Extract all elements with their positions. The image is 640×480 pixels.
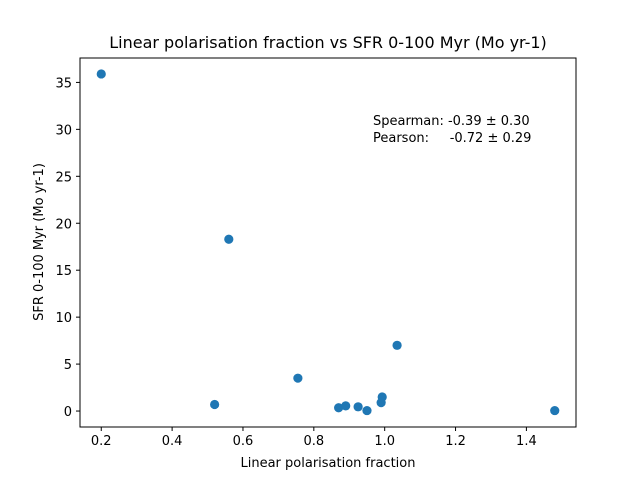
chart-title: Linear polarisation fraction vs SFR 0-10…: [109, 33, 547, 52]
y-tick-label: 20: [55, 217, 72, 232]
x-axis-ticks: 0.2 0.4 0.6 0.8 1.0 1.2 1.4: [91, 427, 537, 449]
scatter-point-3: [293, 373, 303, 383]
y-axis-label: SFR 0-100 Myr (Mo yr-1): [32, 163, 47, 321]
y-tick-label: 0: [64, 405, 72, 420]
plot-frame: [79, 57, 577, 428]
scatter-point-0: [96, 69, 106, 79]
y-axis-ticks: 0 5 10 15 20 25 30 35: [55, 76, 80, 420]
scatter-point-10: [392, 340, 402, 350]
scatter-point-5: [341, 401, 351, 411]
pearson-annotation: Pearson: -0.72 ± 0.29: [373, 131, 531, 146]
y-tick-label: 35: [55, 76, 72, 91]
scatter-point-4: [334, 403, 344, 413]
x-tick-label: 0.4: [162, 434, 183, 449]
x-tick-label: 1.2: [445, 434, 466, 449]
y-tick-label: 5: [64, 358, 72, 373]
scatter-point-2: [210, 399, 220, 410]
scatter-point-1: [224, 234, 234, 244]
scatter-point-11: [550, 405, 560, 416]
y-tick-label: 15: [55, 264, 72, 279]
spearman-annotation: Spearman: -0.39 ± 0.30: [373, 114, 530, 129]
scatter-point-9: [377, 392, 387, 402]
y-tick-label: 25: [55, 170, 72, 185]
y-tick-label: 10: [55, 311, 72, 326]
x-tick-label: 0.6: [233, 434, 254, 449]
scatter-point-7: [362, 405, 372, 416]
x-tick-label: 1.4: [516, 434, 537, 449]
y-tick-label: 30: [55, 123, 72, 138]
scatter-point-6: [353, 402, 363, 412]
x-tick-label: 0.2: [91, 434, 112, 449]
x-axis-label: Linear polarisation fraction: [241, 456, 416, 471]
data-points: [96, 69, 560, 416]
x-tick-label: 1.0: [374, 434, 395, 449]
x-tick-label: 0.8: [303, 434, 324, 449]
